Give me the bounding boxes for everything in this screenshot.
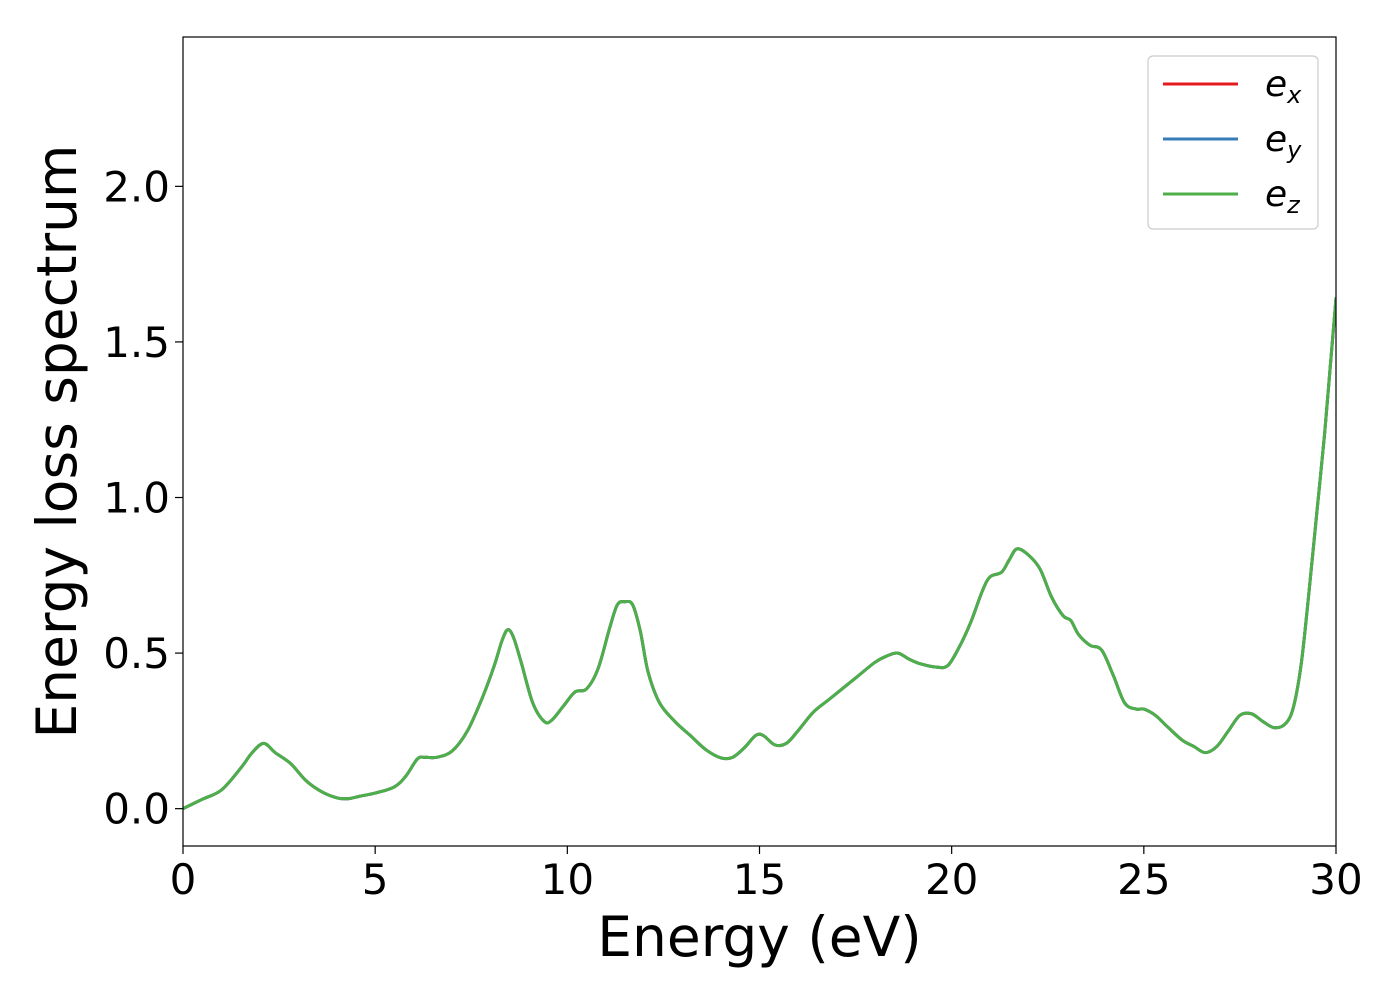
series-line-e-z [183,296,1336,811]
y-tick-label: 0.5 [103,629,170,678]
legend-label-e-z: ez [1265,174,1301,219]
legend: ex ey ez [1147,55,1319,230]
legend-label-e-x: ex [1265,64,1302,109]
x-tick-label: 25 [1117,855,1170,904]
legend-label-e-y: ey [1265,119,1302,164]
x-tick-label: 0 [170,855,197,904]
y-axis-label: Energy loss spectrum [25,144,89,738]
x-tick-label: 5 [362,855,389,904]
x-tick-label: 10 [541,855,594,904]
series-layer [183,296,1336,811]
x-axis: 0 5 10 15 20 25 30 [170,846,1363,904]
x-tick-label: 30 [1309,855,1362,904]
x-tick-label: 20 [925,855,978,904]
x-tick-label: 15 [733,855,786,904]
legend-box [1147,55,1319,230]
y-axis: 0.0 0.5 1.0 1.5 2.0 [103,162,183,834]
y-tick-label: 1.0 [103,474,170,523]
y-tick-label: 2.0 [103,162,170,211]
y-tick-label: 1.5 [103,318,170,367]
y-tick-label: 0.0 [103,785,170,834]
x-axis-label: Energy (eV) [597,905,921,969]
